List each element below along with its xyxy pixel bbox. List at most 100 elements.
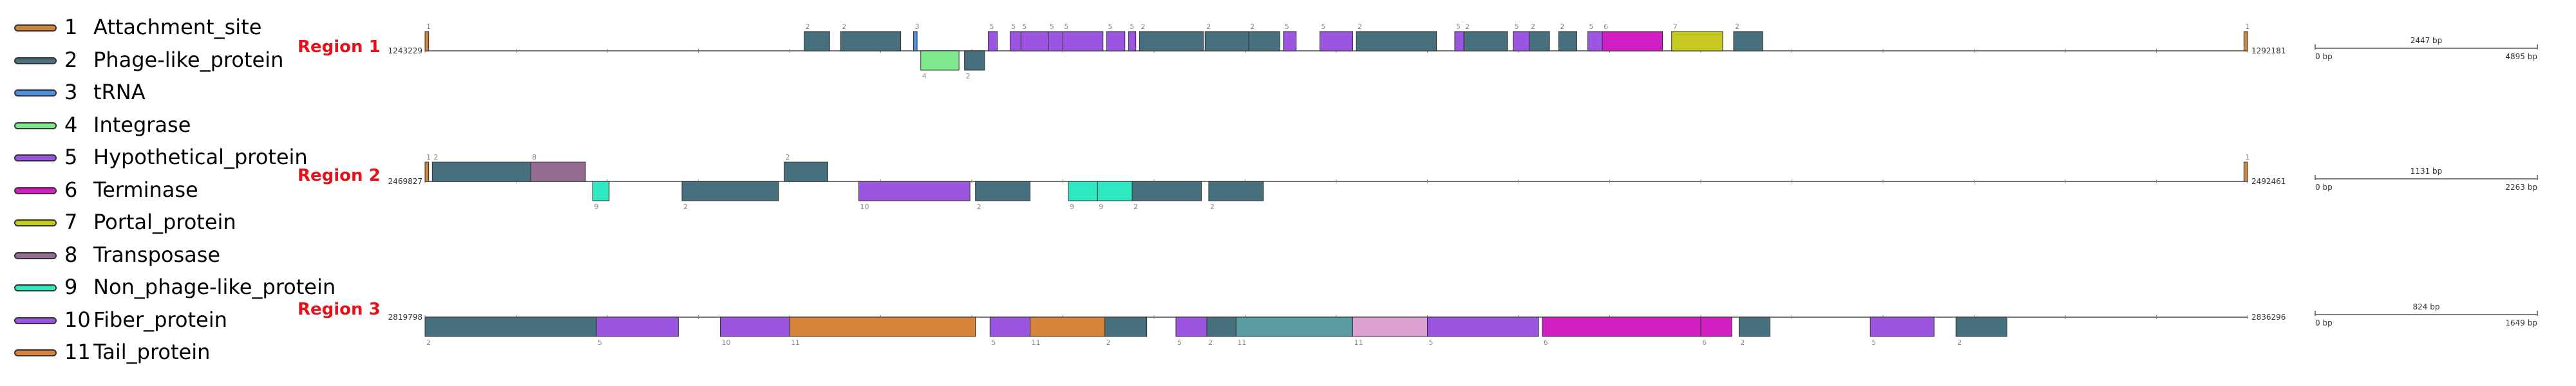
legend-item-integrase: 4 Integrase xyxy=(0,110,361,142)
legend: 1 Attachment_site 2 Phage-like_protein 3 tRNA… xyxy=(0,0,361,386)
gene-block xyxy=(719,317,790,337)
gene-label: 2 xyxy=(433,153,438,161)
gene-label: 5 xyxy=(1456,23,1461,31)
gene-label: 3 xyxy=(914,23,919,31)
gene-label: 11 xyxy=(1237,338,1246,347)
gene-label: 2 xyxy=(1106,338,1111,347)
gene-block xyxy=(1208,181,1264,201)
gene-block xyxy=(789,317,976,337)
gene-label: 2 xyxy=(806,23,810,31)
gene-block xyxy=(681,181,779,201)
region-3-label: Region 3 xyxy=(298,300,381,319)
legend-swatch xyxy=(14,89,57,96)
legend-item-tail-protein: 11 Tail_protein xyxy=(0,337,361,369)
scale-mid-label: 1131 bp xyxy=(2410,167,2443,176)
gene-label: 5 xyxy=(1515,23,1519,31)
legend-number: 11 xyxy=(64,340,91,364)
gene-block xyxy=(596,317,679,337)
gene-block xyxy=(1248,31,1280,51)
gene-label: 5 xyxy=(989,23,994,31)
region-start-coordinate: 2469827 xyxy=(388,177,422,186)
legend-swatch xyxy=(14,57,57,64)
legend-item-attachment-site: 1 Attachment_site xyxy=(0,12,361,44)
gene-label: 2 xyxy=(1133,203,1138,211)
gene-label: 2 xyxy=(1531,23,1535,31)
legend-label: Non_phage-like_protein xyxy=(93,275,336,299)
legend-swatch xyxy=(14,24,57,32)
scale-right-label: 4895 bp xyxy=(2505,52,2537,61)
legend-item-hypothetical-protein: 5 Hypothetical_protein xyxy=(0,142,361,174)
gene-label: 7 xyxy=(1673,23,1678,31)
gene-block xyxy=(1587,31,1603,51)
gene-block xyxy=(1132,181,1202,201)
region-start-coordinate: 2819798 xyxy=(388,313,422,322)
gene-block xyxy=(1700,317,1732,337)
gene-label: 5 xyxy=(1022,23,1027,31)
scale-right-label: 2263 bp xyxy=(2505,183,2537,192)
legend-item-non-phage-like-protein: 9 Non_phage-like_protein xyxy=(0,272,361,304)
legend-item-terminase: 6 Terminase xyxy=(0,175,361,207)
gene-block xyxy=(424,317,597,337)
legend-label: Integrase xyxy=(93,112,191,137)
gene-label: 2 xyxy=(1358,23,1362,31)
gene-label: 5 xyxy=(1011,23,1016,31)
region-start-coordinate: 1243229 xyxy=(388,46,422,55)
gene-label: 2 xyxy=(426,338,431,347)
gene-block xyxy=(2243,31,2248,51)
scale-left-label: 0 bp xyxy=(2315,52,2333,61)
gene-label: 2 xyxy=(966,72,971,80)
gene-block xyxy=(987,31,998,51)
scale-left-label: 0 bp xyxy=(2315,183,2333,192)
gene-label: 5 xyxy=(1429,338,1434,347)
gene-block xyxy=(1463,31,1508,51)
scale-mid-label: 824 bp xyxy=(2413,302,2440,311)
legend-label: Transposase xyxy=(93,242,221,267)
gene-label: 2 xyxy=(1206,23,1211,31)
legend-label: Portal_protein xyxy=(93,210,236,234)
scale-mid-label: 2447 bp xyxy=(2410,36,2443,45)
gene-block xyxy=(1602,31,1663,51)
gene-block xyxy=(1030,317,1106,337)
legend-label: tRNA xyxy=(93,80,146,104)
gene-label: 9 xyxy=(594,203,598,211)
gene-label: 1 xyxy=(426,153,431,161)
gene-label: 1 xyxy=(2245,23,2249,31)
legend-swatch xyxy=(14,154,57,161)
gene-block xyxy=(1048,31,1063,51)
region-1-label: Region 1 xyxy=(298,37,381,57)
legend-swatch xyxy=(14,252,57,259)
gene-label: 2 xyxy=(1465,23,1470,31)
legend-number: 5 xyxy=(64,145,78,169)
gene-label: 5 xyxy=(1050,23,1054,31)
gene-block xyxy=(964,50,985,71)
legend-item-transposase: 8 Transposase xyxy=(0,240,361,272)
gene-label: 9 xyxy=(1099,203,1103,211)
gene-block xyxy=(2243,161,2248,182)
gene-label: 8 xyxy=(532,153,536,161)
legend-swatch xyxy=(14,122,57,129)
legend-number: 3 xyxy=(64,80,78,104)
gene-label: 5 xyxy=(1285,23,1289,31)
gene-label: 2 xyxy=(842,23,846,31)
gene-block xyxy=(1063,31,1104,51)
gene-block xyxy=(989,317,1031,337)
legend-number: 6 xyxy=(64,177,78,202)
gene-label: 2 xyxy=(683,203,688,211)
region-end-coordinate: 1292181 xyxy=(2251,46,2286,55)
gene-block xyxy=(1235,317,1353,337)
gene-block xyxy=(913,31,918,51)
gene-block xyxy=(1020,31,1049,51)
gene-block xyxy=(858,181,971,201)
region-3: 2819798 2836296 2 5 10 11 5 11 2 5 2 11 11 5 6 6 2 5 2 824 … xyxy=(388,302,2538,347)
legend-label: Phage-like_protein xyxy=(93,47,284,72)
gene-block xyxy=(1128,31,1137,51)
legend-item-phage-like-protein: 2 Phage-like_protein xyxy=(0,45,361,77)
gene-label: 11 xyxy=(1032,338,1041,347)
gene-block xyxy=(784,161,828,182)
region-end-coordinate: 2836296 xyxy=(2251,313,2286,322)
gene-label: 5 xyxy=(1177,338,1182,347)
gene-block xyxy=(1204,31,1249,51)
gene-label: 10 xyxy=(721,338,730,347)
